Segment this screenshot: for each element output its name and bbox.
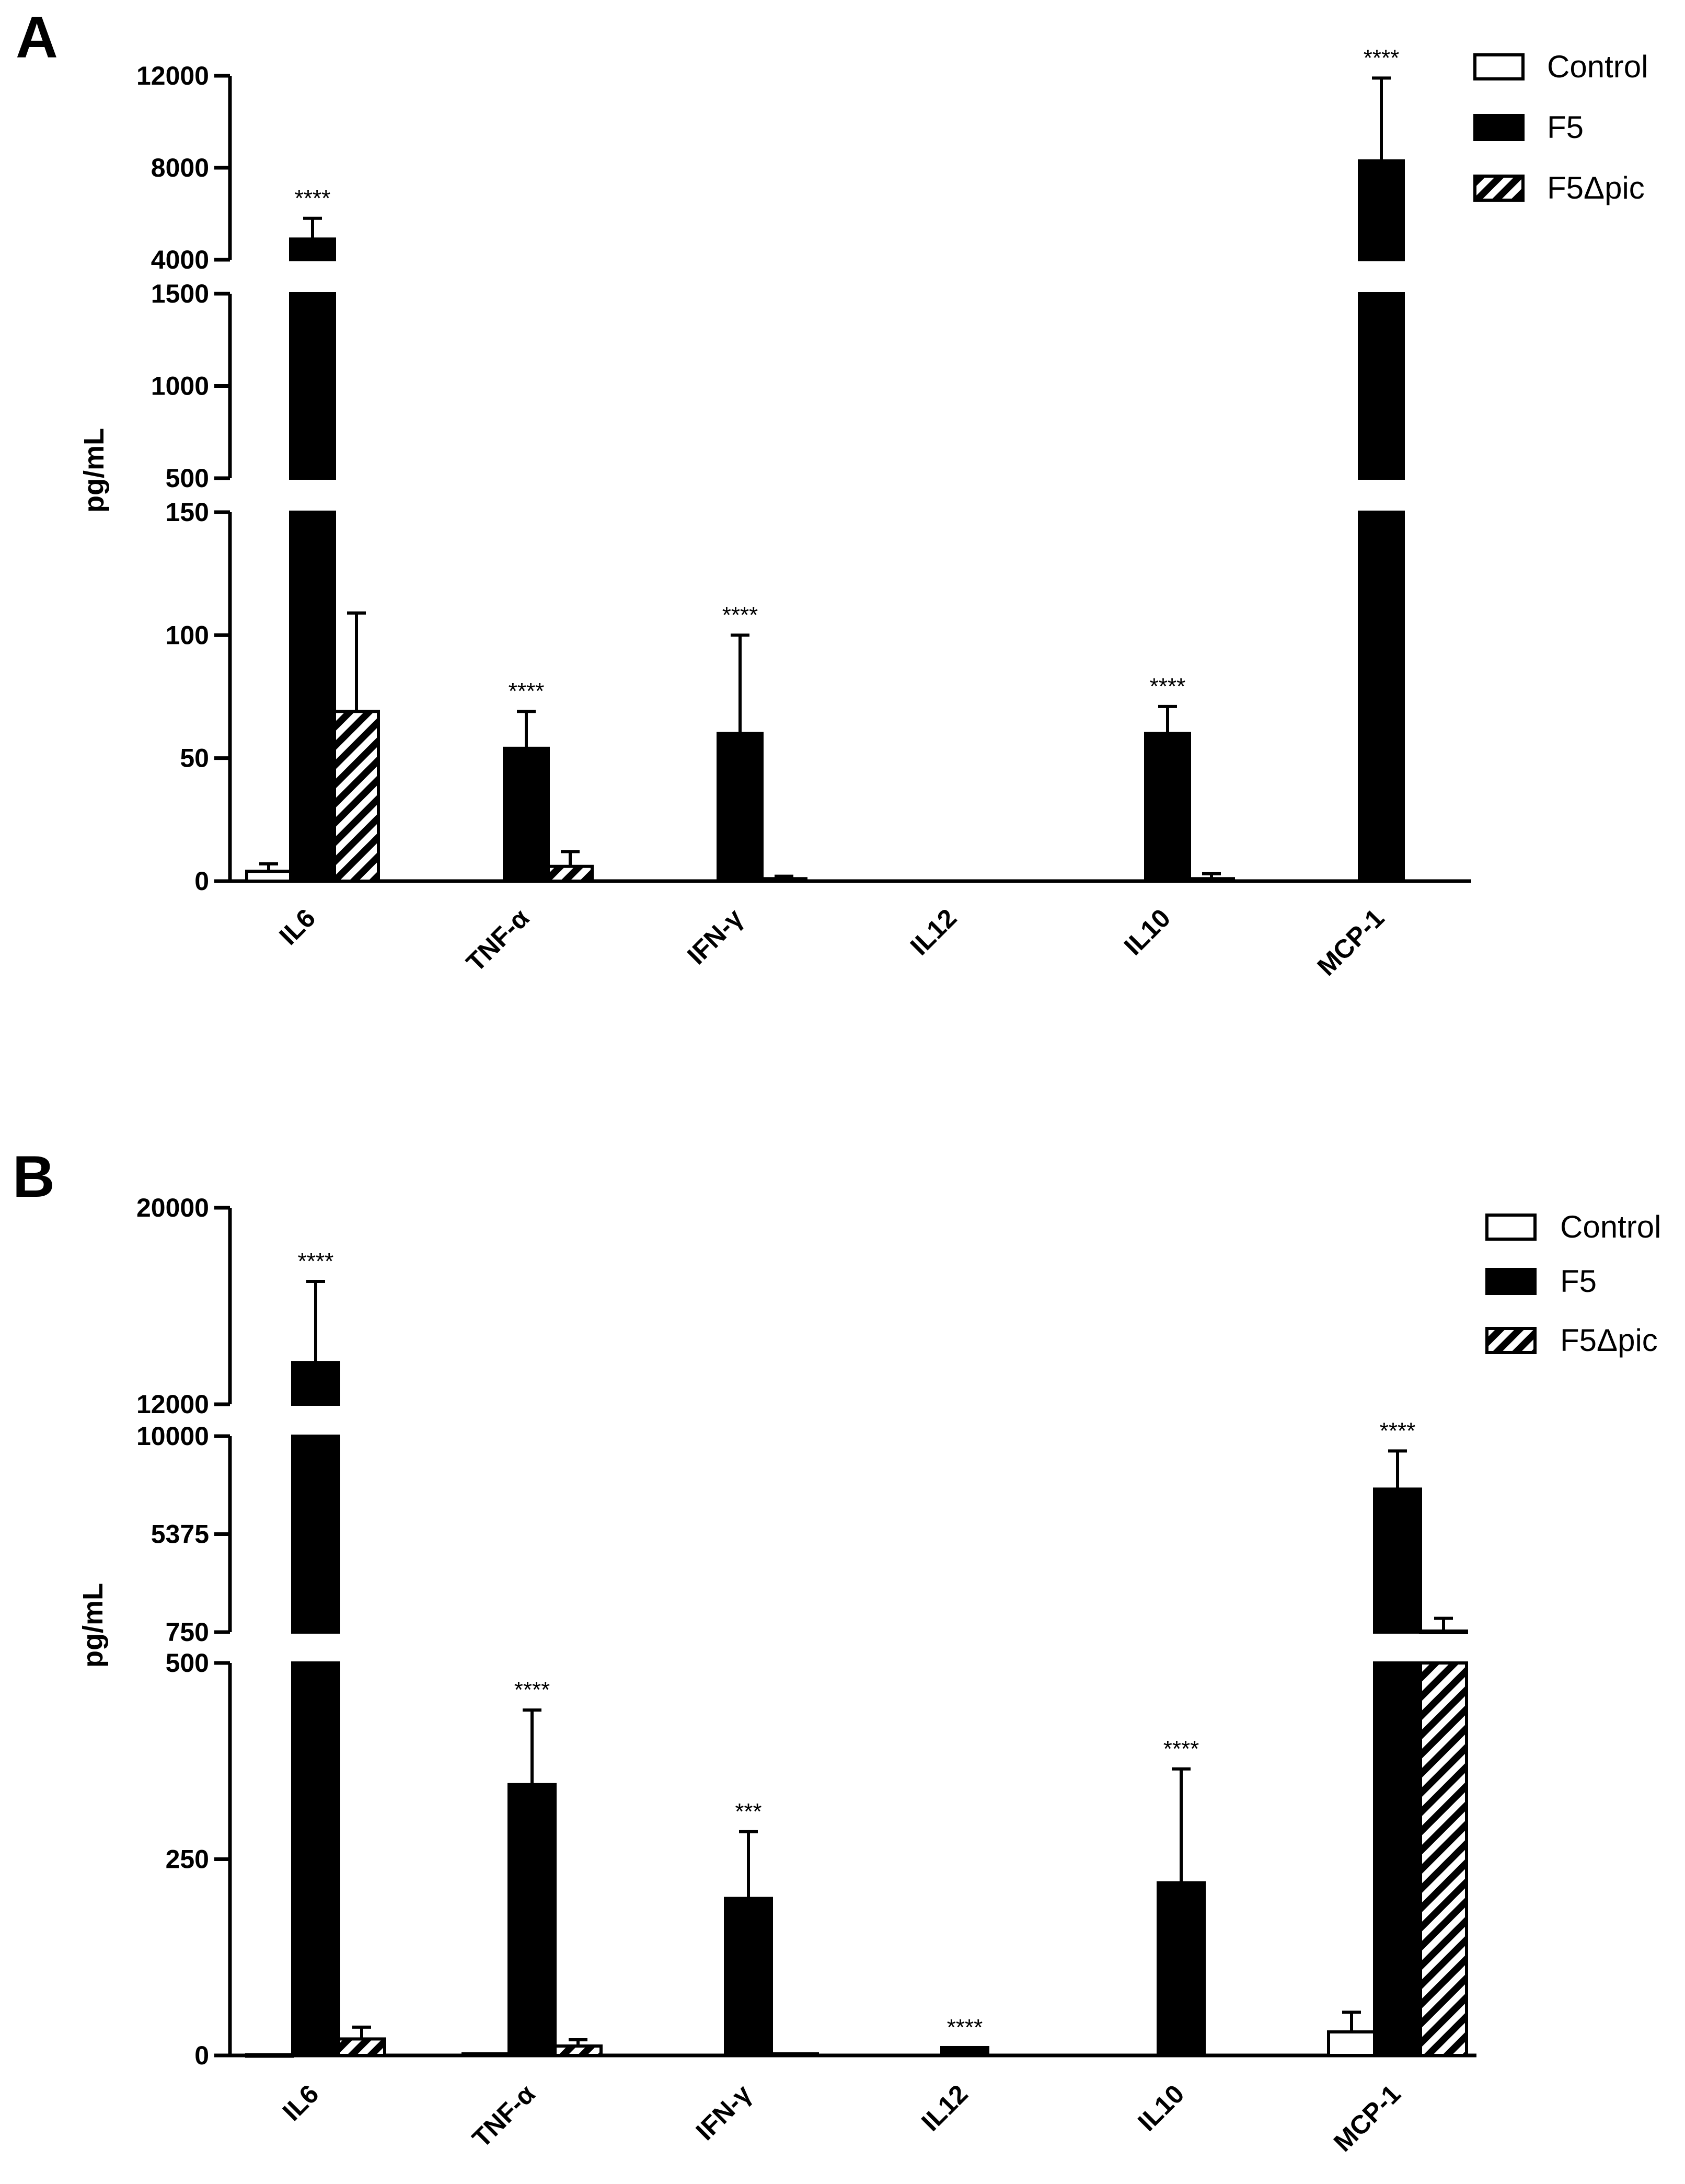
y-tick-label: 5375: [151, 1520, 209, 1549]
y-tick-label: 750: [166, 1617, 209, 1647]
legend-swatch-f5: [1485, 1268, 1537, 1295]
x-category-label: MCP-1: [1328, 2079, 1406, 2157]
bar-f5dpic: [553, 2044, 603, 2058]
x-category-label: TNF-α: [460, 903, 535, 977]
legend-label: F5Δpic: [1560, 1323, 1658, 1358]
significance-marker: ****: [722, 602, 758, 628]
bar-f5: [291, 1361, 340, 1406]
bar-f5dpic: [770, 2052, 819, 2058]
bar-f5dpic: [1419, 1661, 1468, 2057]
significance-marker: ****: [1150, 674, 1186, 699]
y-tick-label: 250: [166, 1845, 209, 1874]
legend-swatch-f5: [1473, 114, 1525, 141]
legend-label: F5: [1560, 1264, 1597, 1299]
legend-swatch-control: [1473, 53, 1525, 80]
bar-f5: [291, 1661, 340, 2057]
bar-f5: [289, 511, 336, 883]
bar-f5: [291, 1435, 340, 1634]
bar-f5: [940, 2046, 989, 2057]
legend-swatch-f5dpic: [1485, 1327, 1537, 1354]
bar-control: [245, 2053, 294, 2058]
bar-f5: [1157, 1881, 1206, 2058]
y-tick-label: 0: [194, 866, 209, 896]
x-category-label: MCP-1: [1312, 903, 1390, 981]
bar-f5: [724, 1897, 773, 2058]
bar-f5dpic: [1419, 1629, 1468, 1634]
y-tick-label: 100: [166, 620, 209, 650]
significance-marker: ***: [735, 1799, 761, 1824]
x-category-label: IL12: [905, 903, 962, 961]
y-tick-label: 0: [194, 2041, 209, 2070]
bar-f5: [503, 746, 550, 883]
y-tick-label: 500: [166, 1648, 209, 1678]
bar-f5: [1358, 292, 1405, 480]
y-tick-label: 12000: [136, 1390, 209, 1419]
x-category-label: IFN-γ: [690, 2079, 757, 2146]
significance-marker: ****: [1163, 1736, 1199, 1762]
bar-control: [245, 870, 292, 883]
significance-marker: ****: [947, 2015, 983, 2040]
x-category-label: IL6: [273, 903, 321, 951]
x-category-label: IL6: [277, 2079, 325, 2127]
significance-marker: ****: [1364, 45, 1400, 71]
bar-f5dpic: [760, 877, 807, 883]
legend-label: F5: [1547, 110, 1584, 145]
legend-swatch-control: [1485, 1214, 1537, 1241]
panel-a: Apg/mL 0 50 100 150 500 1000 1500 4000 8000 12000 *…: [16, 5, 1648, 981]
legend-swatch-f5dpic: [1473, 175, 1525, 202]
significance-marker: ****: [514, 1677, 550, 1703]
bar-f5: [1358, 511, 1405, 883]
y-tick-label: 50: [180, 744, 209, 773]
bar-f5: [289, 237, 336, 261]
bar-control: [461, 2052, 511, 2058]
bar-f5dpic: [337, 2037, 386, 2058]
y-tick-label: 1000: [151, 372, 209, 401]
y-tick-label: 10000: [136, 1422, 209, 1451]
y-tick-label: 1500: [151, 279, 209, 308]
bar-f5dpic: [1188, 877, 1235, 883]
legend-label: Control: [1547, 49, 1648, 84]
significance-marker: ****: [298, 1249, 334, 1274]
x-category-label: IL12: [916, 2079, 973, 2136]
y-tick-label: 150: [166, 498, 209, 527]
bar-f5: [289, 292, 336, 480]
legend-label: Control: [1560, 1209, 1661, 1244]
bar-f5: [1144, 732, 1191, 883]
bar-f5: [1373, 1487, 1422, 1634]
panel-letter: B: [13, 1144, 55, 1209]
y-axis-label: pg/mL: [77, 1583, 109, 1668]
significance-marker: ****: [295, 186, 331, 211]
y-tick-label: 12000: [136, 61, 209, 90]
bar-f5dpic: [547, 864, 594, 883]
x-category-label: IL10: [1118, 903, 1176, 961]
bar-f5: [507, 1783, 557, 2058]
bar-f5dpic: [333, 710, 380, 883]
bar-f5: [1373, 1661, 1422, 2057]
bar-f5: [717, 732, 764, 883]
bar-f5: [1358, 159, 1405, 261]
x-category-label: TNF-α: [467, 2079, 541, 2153]
significance-marker: ****: [1380, 1418, 1416, 1443]
x-category-label: IFN-γ: [682, 903, 748, 970]
bar-control: [1327, 2030, 1376, 2057]
y-axis-label: pg/mL: [78, 428, 110, 513]
y-tick-label: 8000: [151, 153, 209, 182]
legend-label: F5Δpic: [1547, 170, 1645, 205]
x-category-label: IL10: [1132, 2079, 1190, 2136]
y-tick-label: 20000: [136, 1193, 209, 1222]
y-tick-label: 4000: [151, 245, 209, 274]
significance-marker: ****: [509, 678, 545, 704]
y-tick-label: 500: [166, 464, 209, 493]
panel-letter: A: [16, 5, 58, 70]
